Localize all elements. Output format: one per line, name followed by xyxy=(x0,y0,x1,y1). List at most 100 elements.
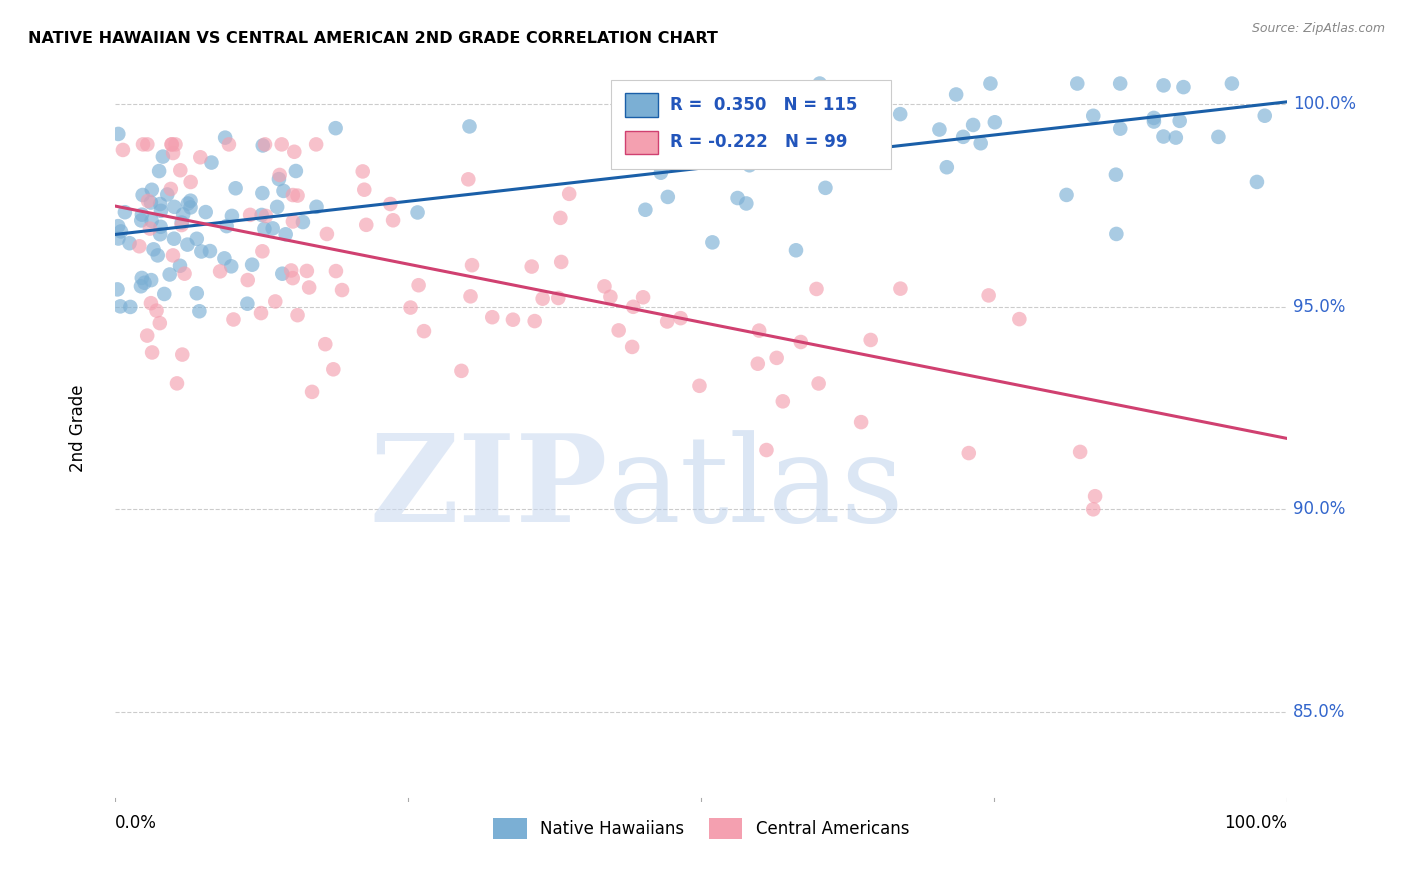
Point xyxy=(165,137,187,152)
Point xyxy=(221,209,243,223)
Point xyxy=(266,200,288,214)
Point xyxy=(136,137,159,152)
Point xyxy=(738,158,761,172)
Point xyxy=(1105,227,1128,241)
Point xyxy=(688,379,710,393)
Point xyxy=(141,183,163,197)
Bar xyxy=(626,93,658,117)
Text: atlas: atlas xyxy=(607,430,904,547)
Point xyxy=(250,306,273,320)
Point xyxy=(599,290,621,304)
Point xyxy=(1220,77,1243,91)
Point xyxy=(145,303,167,318)
Point xyxy=(215,219,238,234)
Point xyxy=(862,117,884,131)
Point xyxy=(1246,175,1268,189)
Point xyxy=(1083,502,1105,516)
Point xyxy=(325,264,347,278)
Point xyxy=(110,224,132,238)
Point xyxy=(520,260,543,274)
Text: 0.0%: 0.0% xyxy=(115,814,157,831)
Point xyxy=(785,244,807,258)
Point xyxy=(1084,489,1107,503)
Point xyxy=(291,215,314,229)
Point xyxy=(136,328,159,343)
Point xyxy=(225,181,247,195)
Point xyxy=(1173,80,1195,95)
Text: 85.0%: 85.0% xyxy=(1294,703,1346,722)
Point xyxy=(458,120,481,134)
Point xyxy=(797,106,820,120)
Point xyxy=(1066,77,1088,91)
Point xyxy=(413,324,436,338)
Point xyxy=(177,196,200,211)
Point xyxy=(252,186,274,200)
Point xyxy=(253,222,276,236)
Point xyxy=(1109,77,1132,91)
Point xyxy=(979,77,1001,91)
Point xyxy=(806,282,828,296)
Point xyxy=(783,136,806,151)
Point xyxy=(287,308,309,322)
Point xyxy=(267,172,290,186)
Point xyxy=(180,200,202,214)
Point xyxy=(209,264,232,278)
Point xyxy=(637,117,659,131)
Point xyxy=(849,415,872,429)
Point xyxy=(149,316,172,330)
Point xyxy=(316,227,339,241)
Point xyxy=(665,132,688,146)
Point xyxy=(214,252,236,266)
Point xyxy=(153,287,176,301)
Point xyxy=(558,186,581,201)
Point xyxy=(406,205,429,219)
Point xyxy=(159,182,181,196)
Point xyxy=(657,190,679,204)
Point xyxy=(808,77,831,91)
Text: R =  0.350   N = 115: R = 0.350 N = 115 xyxy=(669,96,858,114)
Point xyxy=(593,279,616,293)
Point xyxy=(118,236,141,251)
Point xyxy=(735,196,758,211)
Point xyxy=(252,244,274,259)
Point xyxy=(274,227,297,242)
Point xyxy=(984,115,1007,129)
Point xyxy=(219,260,242,274)
Point xyxy=(170,215,193,229)
Point xyxy=(1164,130,1187,145)
Point xyxy=(1056,188,1078,202)
Point xyxy=(264,294,287,309)
Point xyxy=(1153,129,1175,144)
Point xyxy=(240,258,263,272)
Point xyxy=(169,163,191,178)
FancyBboxPatch shape xyxy=(612,79,891,169)
Point xyxy=(190,244,212,259)
Point xyxy=(131,208,153,222)
Point xyxy=(148,164,170,178)
Point xyxy=(156,187,179,202)
Text: ZIP: ZIP xyxy=(370,429,607,547)
Point xyxy=(269,168,291,182)
Point xyxy=(1208,129,1230,144)
Point xyxy=(163,200,186,214)
Point xyxy=(236,296,259,310)
Point xyxy=(176,237,198,252)
Point xyxy=(111,143,134,157)
Point xyxy=(107,219,129,234)
Point xyxy=(460,289,482,303)
Point xyxy=(139,296,162,310)
Point xyxy=(284,164,307,178)
Point xyxy=(502,312,524,326)
Point xyxy=(1143,114,1166,128)
Point xyxy=(222,312,245,326)
Point xyxy=(765,351,787,365)
Point xyxy=(188,304,211,318)
Point xyxy=(356,218,378,232)
Point xyxy=(194,205,217,219)
Point xyxy=(218,137,240,152)
Point xyxy=(132,137,155,152)
Point xyxy=(287,188,309,202)
Text: NATIVE HAWAIIAN VS CENTRAL AMERICAN 2ND GRADE CORRELATION CHART: NATIVE HAWAIIAN VS CENTRAL AMERICAN 2ND … xyxy=(28,31,718,46)
Point xyxy=(252,138,274,153)
Point xyxy=(120,300,142,314)
